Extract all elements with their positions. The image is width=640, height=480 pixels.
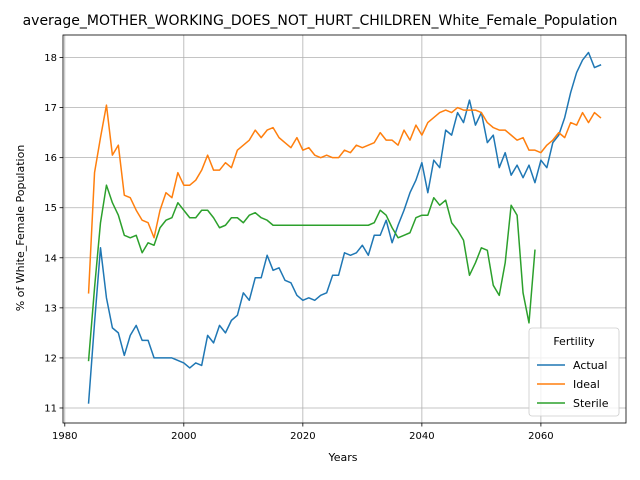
grid bbox=[63, 35, 626, 423]
x-tick-label: 2060 bbox=[528, 431, 553, 442]
x-axis-label: Years bbox=[327, 451, 357, 464]
legend-box bbox=[528, 327, 620, 417]
legend: Fertility Actual Ideal Sterile bbox=[528, 327, 620, 417]
y-tick-label: 14 bbox=[44, 253, 57, 264]
y-tick-label: 12 bbox=[44, 353, 57, 364]
y-tick-label: 11 bbox=[44, 403, 57, 414]
series-line-actual bbox=[87, 51, 602, 404]
x-tick-label: 2020 bbox=[290, 431, 315, 442]
y-tick-label: 13 bbox=[44, 303, 57, 314]
legend-label-actual: Actual bbox=[573, 359, 607, 372]
y-tick-label: 17 bbox=[44, 103, 57, 114]
x-tick-label: 2000 bbox=[171, 431, 196, 442]
series-lines bbox=[87, 51, 602, 404]
legend-label-ideal: Ideal bbox=[573, 378, 600, 391]
y-axis-label: % of White_Female Population bbox=[14, 145, 27, 312]
y-tick-label: 15 bbox=[44, 203, 57, 214]
x-tick-label: 1980 bbox=[52, 431, 77, 442]
y-tick-label: 16 bbox=[44, 153, 57, 164]
x-tick-label: 2040 bbox=[409, 431, 434, 442]
axis-ticks: 1980 2000 2020 2040 2060 11 12 13 14 15 16 17 18 bbox=[44, 53, 553, 442]
legend-title: Fertility bbox=[553, 335, 595, 348]
plot-area-frame bbox=[62, 34, 627, 424]
chart-title: average_MOTHER_WORKING_DOES_NOT_HURT_CHI… bbox=[23, 13, 618, 29]
series-line-ideal bbox=[87, 104, 602, 294]
y-tick-label: 18 bbox=[44, 53, 57, 64]
legend-label-sterile: Sterile bbox=[573, 397, 609, 410]
series-line-sterile bbox=[87, 184, 536, 362]
